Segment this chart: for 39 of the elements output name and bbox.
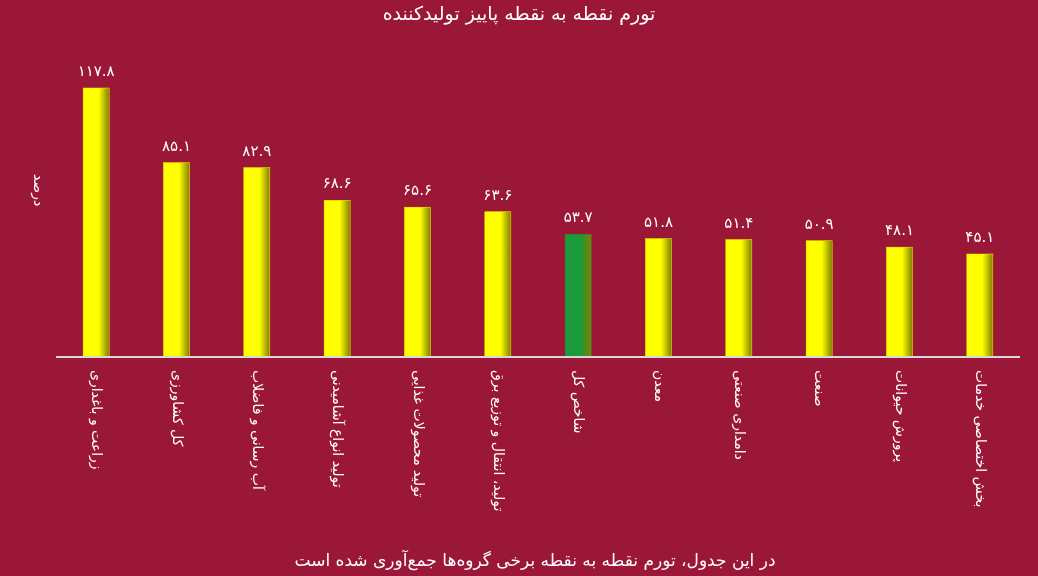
x-tick-label: تولید محصولات غذایی — [409, 370, 427, 498]
bar — [886, 246, 913, 358]
data-label: ۵۱.۴ — [724, 213, 754, 232]
chart-title: تورم نقطه به نقطه پاییز تولیدکننده — [382, 2, 656, 25]
bar — [404, 206, 431, 358]
data-label: ۵۳.۷ — [563, 208, 593, 227]
data-label: ۶۸.۶ — [322, 174, 352, 193]
data-label: ۸۲.۹ — [242, 141, 272, 160]
bar — [564, 234, 592, 358]
bar — [323, 200, 351, 358]
bar — [725, 239, 753, 358]
data-label: ۸۵.۱ — [162, 136, 191, 155]
bar — [163, 162, 190, 358]
data-label: ۶۵.۶ — [403, 181, 432, 200]
bar — [82, 87, 110, 358]
x-tick-label: زراعت و باغداری — [88, 370, 106, 470]
y-axis-title: درصد — [30, 173, 47, 207]
bar — [645, 238, 672, 358]
text: در این جدول، تورم نقطه به نقطه برخی گروه‌ها جمع‌آوری شده است — [294, 549, 776, 571]
bar — [966, 253, 994, 358]
bar — [805, 240, 833, 358]
data-label: ۴۸.۱ — [885, 221, 914, 240]
x-tick-label: دامداری صنعتی — [730, 370, 748, 460]
data-label: ۵۱.۸ — [644, 212, 673, 231]
x-tick-label: آب رسانی و فاضلاب — [248, 370, 266, 491]
data-label: ۱۱۷.۸ — [77, 62, 115, 80]
x-tick-label: کل کشاورزی — [168, 370, 186, 447]
bar — [484, 211, 512, 358]
x-tick-label: معدن — [651, 370, 668, 402]
x-tick-label: بخش اختصاصی خدمات — [971, 370, 989, 508]
x-tick-label: صنعت — [812, 370, 829, 407]
data-label: ۴۵.۱ — [965, 228, 995, 247]
data-label: ۵۰.۹ — [804, 214, 834, 233]
x-tick-label: تولید، انتقال و توزیع برق — [489, 370, 507, 512]
x-tick-label: پرورش حیوانات — [891, 370, 909, 463]
bar — [243, 167, 271, 358]
data-label: ۶۳.۶ — [483, 185, 513, 204]
x-tick-label: شاخص کل — [570, 370, 588, 434]
x-tick-label: تولید انواع آشامیدنی — [329, 370, 347, 488]
